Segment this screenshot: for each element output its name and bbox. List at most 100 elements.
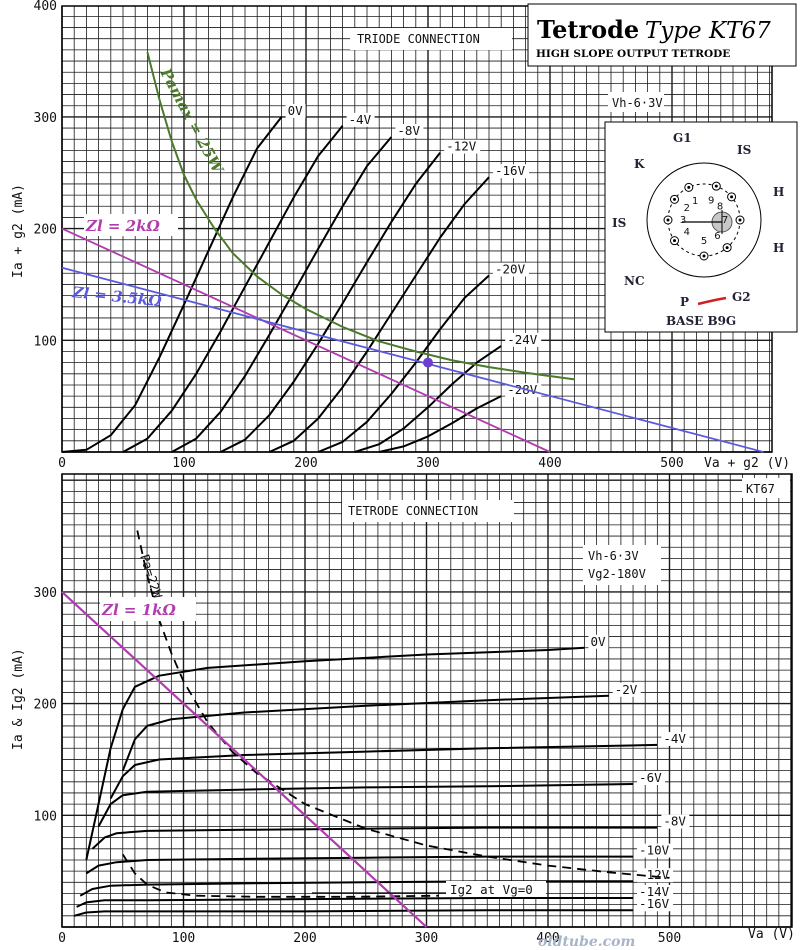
- tetrode-x-tick: 100: [172, 931, 195, 946]
- tetrode-curve-label-16v: -16V: [639, 896, 670, 911]
- triode-title: TRIODE CONNECTION: [357, 32, 480, 46]
- triode-curve-label-12v: -12V: [446, 139, 477, 154]
- triode-info-text: Vh-6·3V: [612, 96, 663, 110]
- tetrode-x-tick: 0: [58, 931, 66, 946]
- triode-curve-zl-3-5k: [61, 266, 764, 453]
- tetrode-x-tick: 500: [658, 931, 681, 946]
- tetrode-pa22w-label: Pa=22W: [137, 552, 165, 600]
- tetrode-y-tick: 300: [34, 586, 57, 601]
- header-box: [527, 3, 797, 67]
- tetrode-zl1k-label: Zl = 1kΩ: [101, 601, 176, 619]
- triode-curve-label-4v: -4V: [349, 112, 372, 127]
- header-title-italic: Type KT67: [645, 18, 771, 44]
- triode-curve-label-16v: -16V: [495, 163, 526, 178]
- triode-y-tick: 300: [34, 111, 57, 126]
- base-pin-dot: [730, 195, 734, 199]
- tetrode-curve-label-2v: -2V: [615, 682, 638, 697]
- header-subtitle: HIGH SLOPE OUTPUT TETRODE: [536, 48, 730, 60]
- triode-ticks: 0 100 200 300 400 500 100 200 300 400: [34, 0, 684, 471]
- triode-title-box: [350, 28, 512, 50]
- triode-curve-0v: [61, 116, 283, 453]
- tetrode-corner-box: [742, 478, 790, 498]
- base-pin-dot: [687, 185, 691, 189]
- tetrode-curve-ig2-at-vg-0: [122, 853, 439, 898]
- tetrode-x-tick: 300: [415, 931, 438, 946]
- pin-label-g1: G1: [673, 131, 692, 145]
- tetrode-curve-label-12v: -12V: [639, 867, 670, 882]
- triode-curve-label-bg: [395, 124, 424, 139]
- triode-y-tick: 400: [34, 0, 57, 14]
- triode-zl2k-label: Zl = 2kΩ: [85, 217, 160, 235]
- tetrode-curve-label-bg: [661, 814, 690, 829]
- triode-curve-24v: [354, 345, 502, 453]
- triode-zl3k5-label: Zl = 3.5kΩ: [71, 283, 164, 310]
- tetrode-curve-label-6v: -6V: [639, 770, 662, 785]
- tetrode-x-tick: 400: [536, 931, 559, 946]
- tetrode-ticks: 0 100 200 300 400 500 100 200 300: [34, 586, 682, 946]
- triode-y-axis-label: Ia + g2 (mA): [11, 184, 26, 278]
- tetrode-curve-label-bg: [637, 897, 674, 912]
- triode-x-axis-label: Va + g2 (V): [704, 456, 790, 471]
- tetrode-curve-label-0v: 0V: [590, 634, 606, 649]
- triode-curve-label-bg: [493, 262, 529, 277]
- tetrode-title: TETRODE CONNECTION: [348, 504, 478, 518]
- tetrode-corner-label: KT67: [746, 482, 775, 496]
- triode-curve-label-28v: -28V: [507, 382, 538, 397]
- tetrode-ig2-label-bg: [446, 881, 546, 897]
- pin-label-nc: NC: [624, 274, 645, 288]
- base-pin-dot: [673, 197, 677, 201]
- triode-zl2k-label-bg: [84, 214, 178, 236]
- triode-y-tick: 100: [34, 334, 57, 349]
- base-caption: BASE B9G: [666, 314, 736, 328]
- base-pin-number: 1: [692, 196, 698, 207]
- base-outer-ring: [646, 162, 762, 278]
- triode-curve-pamax-25w: [146, 51, 575, 381]
- tetrode-x-tick: 200: [293, 931, 316, 946]
- triode-operating-point: [423, 357, 433, 368]
- triode-x-tick: 400: [538, 456, 561, 471]
- triode-curve-label-bg: [505, 332, 542, 347]
- pin-label-k: K: [634, 157, 645, 171]
- base-pin-number: 7: [722, 215, 728, 226]
- triode-curve-label-bg: [346, 112, 375, 127]
- tetrode-curve-2v: [121, 694, 609, 771]
- tetrode-curve-label-bg: [661, 731, 690, 746]
- tetrode-info-vh: Vh-6·3V: [588, 549, 639, 563]
- base-pin-number: 8: [717, 202, 723, 213]
- triode-curve-label-20v: -20V: [495, 262, 526, 277]
- tetrode-y-axis-label: Ia & Ig2 (mA): [11, 648, 26, 750]
- tetrode-y-tick: 200: [34, 698, 57, 713]
- tetrode-curve-label-10v: -10V: [639, 843, 670, 858]
- tetrode-curve-label-bg: [637, 843, 674, 858]
- base-pin-dot: [673, 239, 677, 243]
- pin-connector-red: [697, 296, 727, 306]
- triode-curve-label-bg: [444, 139, 481, 154]
- tetrode-curve-4v: [109, 743, 658, 799]
- tetrode-zl1k-label-bg: [100, 597, 196, 621]
- base-pin-number: 9: [708, 195, 714, 206]
- tetrode-curve-0v: [85, 646, 585, 861]
- tetrode-curve-10v: [85, 855, 634, 875]
- triode-y-tick: 200: [34, 223, 57, 238]
- tetrode-curve-label-8v: -8V: [663, 814, 686, 829]
- tetrode-curve-label-bg: [637, 868, 674, 883]
- base-pin-number: 4: [684, 227, 690, 238]
- triode-info-box: [608, 92, 664, 112]
- pin-label-h-right-top: H: [773, 185, 784, 199]
- triode-curve-20v: [317, 274, 490, 453]
- triode-x-tick: 200: [294, 456, 317, 471]
- tetrode-curve-16v: [73, 909, 634, 917]
- base-pin-dot: [725, 246, 729, 250]
- tetrode-curves: 0V -2V -4V -6V -8V -10V -12V -14V-16V Zl = 1kΩPa…: [61, 530, 690, 928]
- tetrode-y-tick: 100: [34, 809, 57, 824]
- pin-label-is-top: IS: [737, 143, 751, 157]
- tetrode-curve-8v: [91, 826, 658, 850]
- tetrode-frame: [61, 473, 793, 928]
- triode-curve-4v: [122, 125, 344, 453]
- base-diagram-panel: [604, 121, 798, 333]
- pin-label-h-right-bottom: H: [773, 241, 784, 255]
- triode-curve-label-24v: -24V: [507, 332, 538, 347]
- header-title-bold: Tetrode: [537, 15, 639, 44]
